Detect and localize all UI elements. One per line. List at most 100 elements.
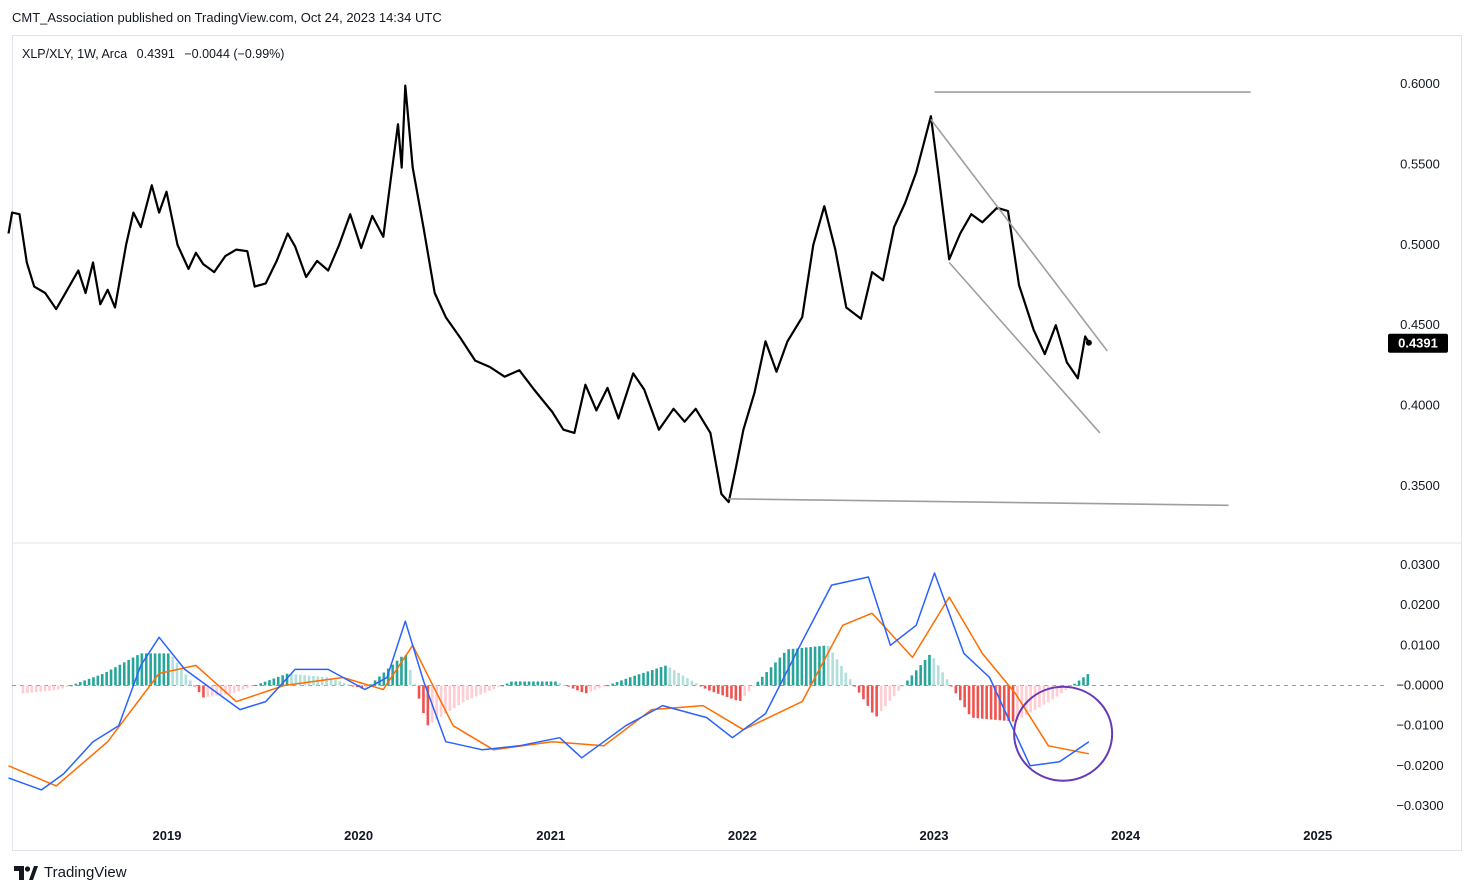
macd-histogram-bar (668, 667, 672, 686)
macd-histogram-bar (725, 685, 729, 697)
macd-histogram-bar (131, 657, 135, 686)
macd-histogram-bar (307, 675, 311, 686)
macd-histogram-bar (351, 685, 355, 687)
macd-histogram-bar (140, 653, 144, 686)
macd-histogram-bar (686, 678, 689, 686)
macd-histogram-bar (1082, 677, 1085, 686)
macd-histogram-bar (747, 685, 751, 692)
macd-histogram-bar (395, 660, 399, 686)
macd-histogram-bar (1064, 685, 1068, 691)
last-price-label: 0.4391 (1398, 336, 1438, 351)
tradingview-brand: TradingView (44, 864, 127, 881)
macd-histogram-bar (721, 685, 724, 696)
macd-histogram-bar (545, 681, 548, 686)
macd-histogram-bar (708, 685, 711, 691)
macd-histogram-bar (369, 684, 372, 686)
macd-histogram-bar (848, 679, 852, 686)
macd-histogram-bar (950, 685, 953, 687)
trendline-4[interactable] (728, 498, 1229, 507)
macd-histogram-bar (822, 645, 826, 686)
symbol-legend[interactable]: XLP/XLY, 1W, Arca 0.4391 −0.0044 (−0.99%… (22, 47, 284, 61)
macd-histogram-bar (633, 675, 636, 686)
tradingview-logo-icon (14, 865, 38, 880)
macd-histogram-bar (527, 681, 531, 686)
macd-histogram-bar (268, 680, 271, 686)
macd-histogram-bar (470, 685, 474, 699)
macd-histogram-bar (804, 647, 808, 686)
macd-histogram-bar (496, 685, 500, 688)
macd-histogram-bar (646, 671, 650, 686)
macd-histogram-bar (536, 681, 540, 686)
macd-histogram-bar (1060, 685, 1063, 694)
macd-histogram-bar (549, 681, 553, 686)
macd-histogram-bar (263, 681, 267, 686)
signal-line[interactable] (8, 596, 1090, 787)
macd-histogram-bar (897, 685, 900, 691)
macd-histogram-bar (901, 685, 905, 687)
macd-histogram-bar (21, 685, 25, 694)
macd-histogram-bar (136, 655, 139, 686)
macd-histogram-bar (835, 659, 839, 686)
macd-histogram-bar (611, 683, 614, 686)
macd-histogram-bar (56, 685, 60, 690)
macd-axis-tick-4: −0.0000 (1396, 678, 1443, 693)
macd-histogram-bar (400, 656, 403, 686)
macd-histogram-bar (642, 672, 645, 686)
time-axis-tick-2023: 2023 (920, 828, 949, 843)
macd-histogram-bar (954, 685, 958, 694)
macd-histogram-bar (294, 674, 298, 686)
macd-histogram-bar (118, 664, 122, 686)
trendline-1[interactable] (930, 118, 1108, 352)
macd-histogram-bar (932, 658, 936, 686)
price-series-line[interactable] (7, 84, 1090, 504)
macd-histogram-bar (43, 685, 47, 692)
macd-histogram-bar (778, 657, 782, 686)
macd-histogram-bar (254, 684, 258, 686)
macd-histogram-bar (417, 685, 421, 699)
macd-histogram-bar (562, 684, 566, 686)
macd-histogram-bar (985, 685, 988, 720)
macd-histogram-bar (215, 685, 218, 696)
macd-histogram-bar (998, 685, 1002, 721)
trendline-2[interactable] (948, 261, 1101, 434)
macd-histogram-bar (426, 685, 430, 726)
macd-histogram-bar (892, 685, 896, 696)
macd-histogram-bar (655, 668, 658, 686)
macd-histogram-bar (1042, 685, 1046, 705)
tradingview-footer[interactable]: TradingView (14, 864, 127, 881)
macd-histogram-bar (1055, 685, 1059, 697)
macd-histogram-bar (479, 685, 482, 695)
macd-histogram-bar (232, 685, 236, 693)
macd-histogram-bar (356, 685, 359, 688)
macd-histogram-bar (910, 675, 914, 686)
macd-histogram-bar (334, 679, 337, 686)
macd-histogram-bar (250, 685, 254, 687)
macd-histogram-bar (681, 675, 685, 686)
macd-histogram-bar (1038, 685, 1041, 708)
highlight-circle[interactable] (1013, 685, 1114, 782)
macd-histogram-bar (1046, 685, 1050, 702)
macd-histogram-bar (703, 685, 707, 689)
macd-axis-tick-6: −0.0200 (1396, 758, 1443, 773)
macd-histogram-bar (752, 685, 755, 687)
macd-histogram-bar (303, 675, 306, 686)
macd-histogram-bar (74, 683, 78, 686)
macd-histogram-bar (1073, 683, 1076, 686)
publish-header: CMT_Association published on TradingView… (12, 10, 442, 25)
macd-histogram-bar (276, 676, 280, 686)
macd-histogram-bar (730, 685, 733, 699)
macd-histogram-bar (980, 685, 984, 719)
macd-histogram-bar (628, 677, 632, 686)
macd-histogram-bar (615, 681, 619, 686)
macd-line[interactable] (8, 572, 1090, 791)
macd-histogram-bar (83, 680, 86, 686)
macd-histogram-bar (193, 685, 196, 687)
macd-histogram-bar (413, 684, 416, 686)
macd-histogram-bar (989, 685, 993, 720)
macd-histogram-bar (906, 680, 909, 686)
macd-histogram-bar (281, 675, 284, 686)
macd-histogram-bar (584, 685, 588, 694)
time-axis-tick-2019: 2019 (153, 828, 182, 843)
macd-histogram-bar (769, 667, 773, 686)
